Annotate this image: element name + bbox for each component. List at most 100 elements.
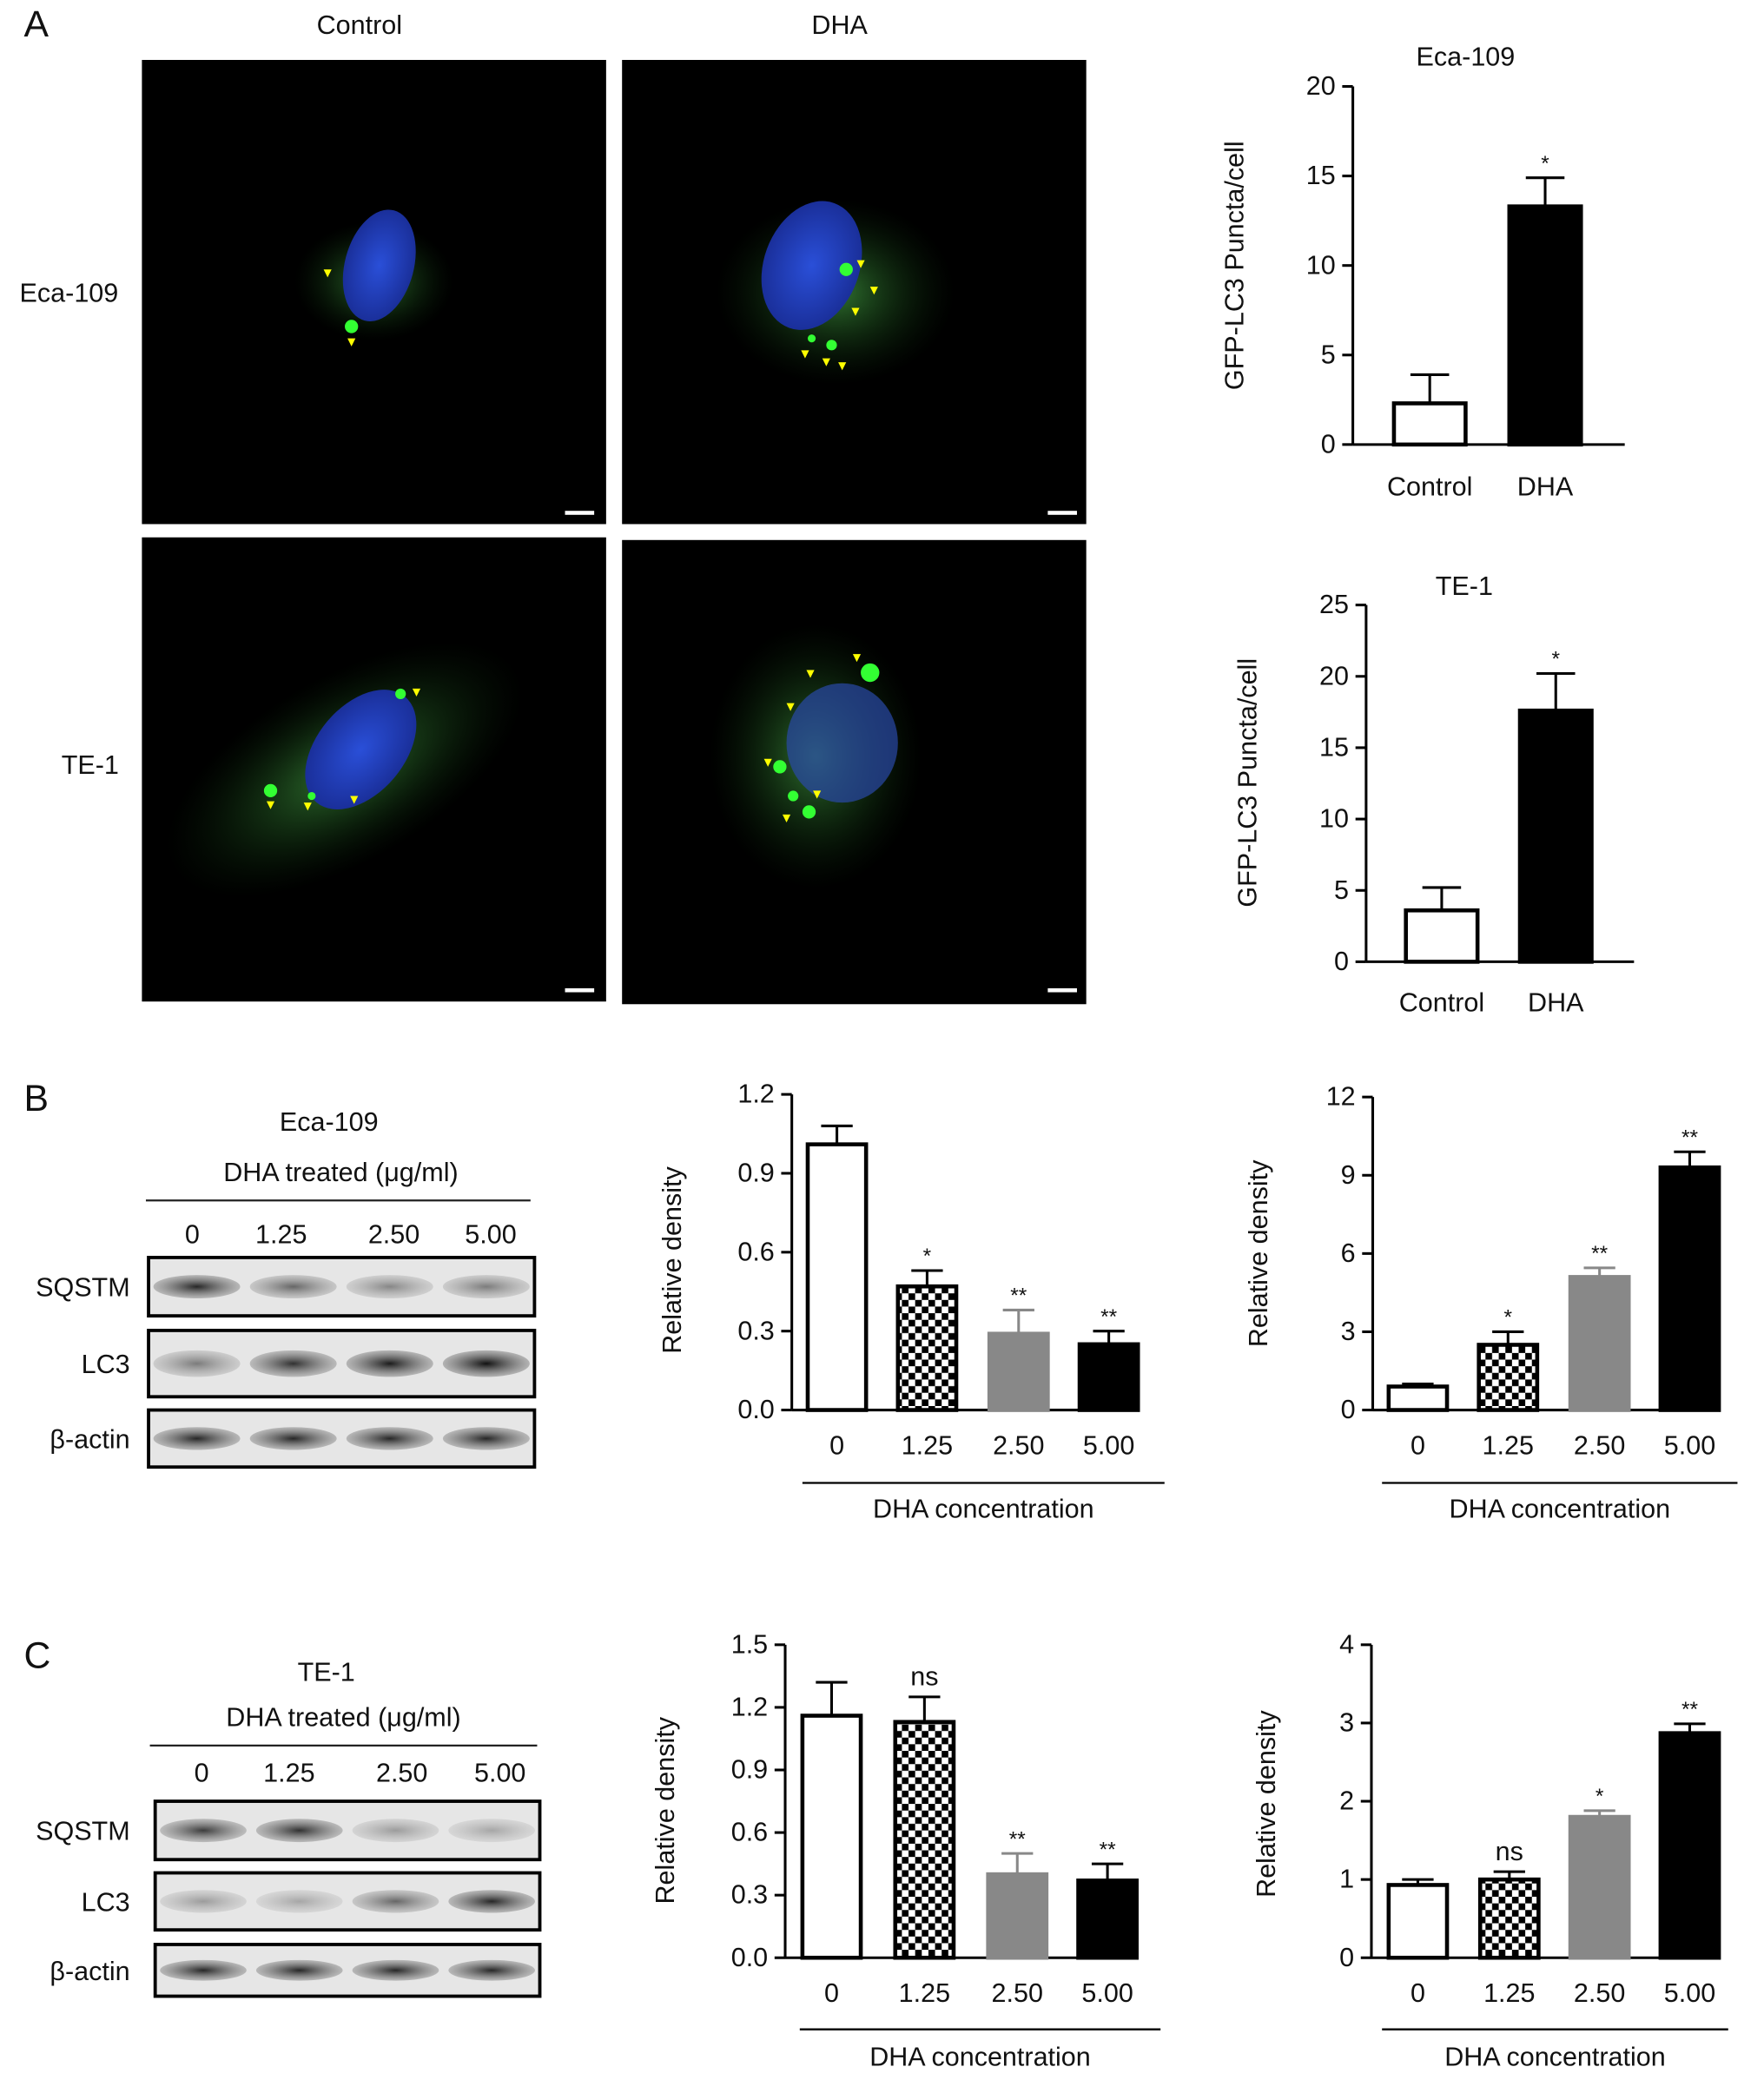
x-tick-label: 5.00 — [1083, 1430, 1134, 1460]
bar — [1077, 1342, 1140, 1412]
blot-band — [249, 1350, 337, 1377]
lane-label: 2.50 — [376, 1759, 427, 1788]
lane-label: 1.25 — [255, 1220, 307, 1250]
blot-band — [160, 1890, 247, 1913]
y-tick-label: 3 — [1341, 1317, 1356, 1346]
y-tick-label: 20 — [1306, 71, 1336, 101]
blot-band — [442, 1350, 530, 1377]
y-tick-label: 1.2 — [731, 1693, 768, 1722]
bar — [893, 1720, 956, 1960]
significance-label: ** — [1681, 1126, 1699, 1149]
column-label: Control — [317, 10, 402, 40]
x-axis-label: DHA concentration — [869, 2042, 1091, 2071]
y-axis-label: GFP-LC3 Puncta/cell — [1233, 658, 1263, 908]
blot-band — [255, 1959, 343, 1981]
x-tick-label: 0 — [829, 1430, 844, 1460]
row-label: Eca-109 — [20, 278, 119, 307]
panel-label: B — [23, 1078, 49, 1119]
y-tick-label: 20 — [1319, 661, 1349, 690]
blot-band — [352, 1959, 439, 1981]
x-axis-label: DHA concentration — [873, 1495, 1094, 1524]
y-tick-label: 5 — [1334, 875, 1349, 905]
y-tick-label: 0 — [1321, 429, 1336, 459]
y-tick-label: 0.9 — [737, 1159, 774, 1188]
significance-label: ** — [1100, 1838, 1117, 1861]
protein-label: β-actin — [50, 1957, 129, 1986]
y-tick-label: 0.0 — [737, 1395, 774, 1424]
x-tick-label: 2.50 — [992, 1978, 1043, 2008]
blot-band — [160, 1959, 247, 1981]
x-tick-label: Control — [1387, 472, 1472, 501]
y-axis-label: Relative density — [651, 1716, 680, 1904]
x-axis-label: DHA concentration — [1450, 1495, 1671, 1524]
bar — [895, 1284, 959, 1412]
blot-treatment: DHA treated (μg/ml) — [223, 1158, 458, 1187]
y-tick-label: 1 — [1339, 1865, 1354, 1894]
blot-title: Eca-109 — [280, 1107, 379, 1137]
x-tick-label: 5.00 — [1081, 1978, 1133, 2008]
blot-band — [442, 1275, 530, 1298]
lane-label: 0 — [185, 1220, 200, 1250]
x-tick-label: DHA — [1517, 472, 1574, 501]
protein-label: β-actin — [50, 1425, 129, 1455]
y-tick-label: 1.2 — [737, 1080, 774, 1109]
significance-label: ns — [910, 1662, 938, 1692]
y-tick-label: 0.0 — [731, 1943, 768, 1972]
blot-band — [346, 1427, 433, 1450]
bar — [1568, 1814, 1631, 1960]
y-tick-label: 0.3 — [737, 1316, 774, 1345]
bar — [800, 1714, 863, 1960]
bar — [987, 1331, 1050, 1412]
bar — [1404, 908, 1480, 964]
blot-band — [352, 1819, 439, 1843]
significance-label: ns — [1496, 1837, 1523, 1866]
y-tick-label: 0.6 — [731, 1818, 768, 1847]
y-tick-label: 4 — [1339, 1629, 1354, 1659]
significance-label: ** — [1100, 1305, 1118, 1329]
blot-band — [249, 1275, 337, 1298]
y-tick-label: 5 — [1321, 340, 1336, 369]
x-tick-label: 1.25 — [902, 1430, 953, 1460]
y-axis-label: Relative density — [1244, 1159, 1273, 1347]
blot-band — [255, 1890, 343, 1913]
blot-band — [448, 1959, 535, 1981]
blot-band — [160, 1819, 247, 1843]
blot-band — [249, 1427, 337, 1450]
x-tick-label: 2.50 — [1574, 1978, 1625, 2008]
y-axis-label: GFP-LC3 Puncta/cell — [1219, 141, 1249, 390]
bar — [1076, 1879, 1139, 1960]
bar — [1477, 1343, 1540, 1412]
y-tick-label: 2 — [1339, 1786, 1354, 1816]
y-tick-label: 12 — [1326, 1082, 1356, 1112]
x-axis-label: DHA concentration — [1444, 2042, 1666, 2071]
x-tick-label: 1.25 — [1483, 1978, 1535, 2008]
y-tick-label: 10 — [1319, 804, 1349, 834]
x-tick-label: 2.50 — [993, 1430, 1044, 1460]
lane-label: 0 — [195, 1759, 209, 1788]
y-tick-label: 0 — [1339, 1943, 1354, 1972]
panel-label: C — [23, 1634, 50, 1676]
y-axis-label: Relative density — [1252, 1710, 1281, 1898]
panel-label: A — [23, 3, 49, 45]
y-axis-label: Relative density — [657, 1166, 687, 1354]
chart-title: TE-1 — [1436, 571, 1493, 601]
blot-band — [153, 1350, 241, 1377]
y-tick-label: 10 — [1306, 250, 1336, 280]
y-tick-label: 25 — [1319, 590, 1349, 619]
significance-label: * — [1596, 1785, 1604, 1808]
blot-band — [346, 1350, 433, 1377]
significance-label: ** — [1591, 1242, 1609, 1265]
significance-label: * — [1551, 648, 1560, 671]
blot-band — [255, 1819, 343, 1843]
y-tick-label: 0 — [1334, 947, 1349, 976]
blot-band — [346, 1275, 433, 1298]
x-tick-label: 0 — [824, 1978, 839, 2008]
blot-title: TE-1 — [298, 1658, 355, 1687]
protein-label: LC3 — [82, 1350, 130, 1379]
bar — [1517, 708, 1594, 964]
significance-label: * — [923, 1245, 932, 1268]
x-tick-label: 2.50 — [1574, 1430, 1625, 1460]
y-tick-label: 0.9 — [731, 1755, 768, 1785]
